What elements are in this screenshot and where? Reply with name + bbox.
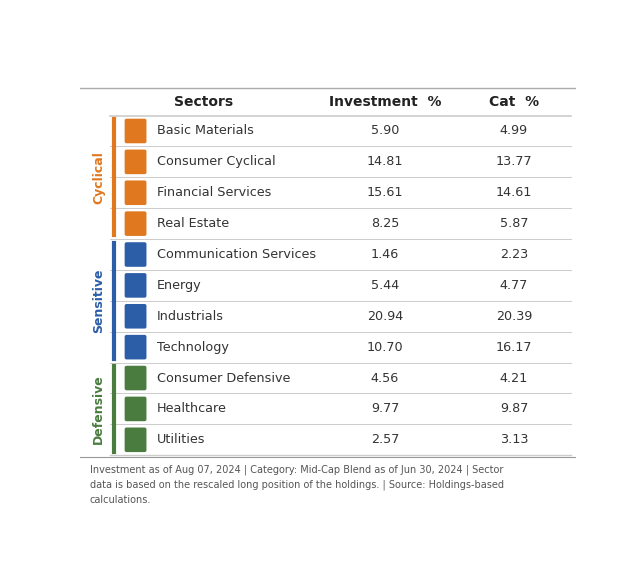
Text: Real Estate: Real Estate — [157, 217, 229, 230]
Text: 4.56: 4.56 — [371, 371, 399, 385]
Text: Sensitive: Sensitive — [92, 268, 106, 333]
Text: Energy: Energy — [157, 279, 202, 292]
Text: Industrials: Industrials — [157, 310, 224, 323]
Text: Consumer Defensive: Consumer Defensive — [157, 371, 291, 385]
Text: Communication Services: Communication Services — [157, 248, 316, 261]
FancyBboxPatch shape — [125, 428, 147, 452]
Text: 14.81: 14.81 — [367, 155, 403, 168]
Text: Technology: Technology — [157, 340, 228, 354]
FancyBboxPatch shape — [125, 180, 147, 205]
Text: 8.25: 8.25 — [371, 217, 399, 230]
Text: 13.77: 13.77 — [496, 155, 532, 168]
Text: 20.94: 20.94 — [367, 310, 403, 323]
Text: 2.23: 2.23 — [500, 248, 528, 261]
Text: 4.21: 4.21 — [500, 371, 528, 385]
Text: Cat  %: Cat % — [489, 95, 539, 109]
Text: Defensive: Defensive — [92, 374, 106, 444]
Text: 14.61: 14.61 — [496, 186, 532, 199]
Text: 4.77: 4.77 — [500, 279, 528, 292]
FancyBboxPatch shape — [125, 211, 147, 236]
Text: 10.70: 10.70 — [367, 340, 403, 354]
Text: 5.87: 5.87 — [500, 217, 528, 230]
Text: Utilities: Utilities — [157, 434, 205, 446]
Text: Financial Services: Financial Services — [157, 186, 271, 199]
Text: 3.13: 3.13 — [500, 434, 528, 446]
Text: Sectors: Sectors — [174, 95, 234, 109]
FancyBboxPatch shape — [125, 273, 147, 297]
Text: 16.17: 16.17 — [496, 340, 532, 354]
Text: 9.77: 9.77 — [371, 402, 399, 416]
Text: 5.90: 5.90 — [371, 125, 399, 137]
Text: 15.61: 15.61 — [367, 186, 403, 199]
FancyBboxPatch shape — [125, 396, 147, 421]
Text: Cyclical: Cyclical — [92, 151, 106, 204]
FancyBboxPatch shape — [125, 150, 147, 174]
FancyBboxPatch shape — [125, 304, 147, 329]
Text: Investment as of Aug 07, 2024 | Category: Mid-Cap Blend as of Jun 30, 2024 | Sec: Investment as of Aug 07, 2024 | Category… — [90, 464, 504, 505]
FancyBboxPatch shape — [125, 335, 147, 360]
Text: 2.57: 2.57 — [371, 434, 399, 446]
Text: Basic Materials: Basic Materials — [157, 125, 253, 137]
Text: 4.99: 4.99 — [500, 125, 528, 137]
Text: Consumer Cyclical: Consumer Cyclical — [157, 155, 275, 168]
FancyBboxPatch shape — [125, 119, 147, 143]
Text: Healthcare: Healthcare — [157, 402, 227, 416]
Text: 9.87: 9.87 — [500, 402, 528, 416]
FancyBboxPatch shape — [125, 365, 147, 391]
Text: 5.44: 5.44 — [371, 279, 399, 292]
FancyBboxPatch shape — [125, 242, 147, 267]
Text: 1.46: 1.46 — [371, 248, 399, 261]
Text: Investment  %: Investment % — [329, 95, 442, 109]
Text: 20.39: 20.39 — [496, 310, 532, 323]
